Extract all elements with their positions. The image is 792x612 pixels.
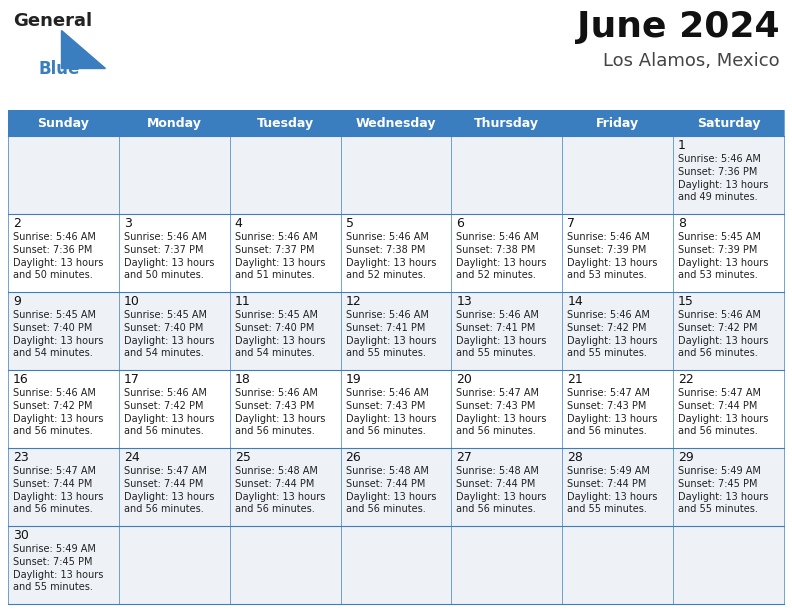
Text: 22: 22	[678, 373, 694, 386]
Text: Sunrise: 5:47 AM
Sunset: 7:43 PM
Daylight: 13 hours
and 56 minutes.: Sunrise: 5:47 AM Sunset: 7:43 PM Dayligh…	[567, 388, 657, 436]
Text: 18: 18	[234, 373, 250, 386]
Text: 1: 1	[678, 139, 686, 152]
Text: Sunrise: 5:49 AM
Sunset: 7:45 PM
Daylight: 13 hours
and 55 minutes.: Sunrise: 5:49 AM Sunset: 7:45 PM Dayligh…	[678, 466, 768, 515]
Text: Sunrise: 5:48 AM
Sunset: 7:44 PM
Daylight: 13 hours
and 56 minutes.: Sunrise: 5:48 AM Sunset: 7:44 PM Dayligh…	[234, 466, 325, 515]
Text: June 2024: June 2024	[577, 10, 780, 44]
Text: Blue: Blue	[38, 60, 79, 78]
Text: 16: 16	[13, 373, 29, 386]
Text: Saturday: Saturday	[697, 116, 760, 130]
Text: Sunrise: 5:46 AM
Sunset: 7:42 PM
Daylight: 13 hours
and 55 minutes.: Sunrise: 5:46 AM Sunset: 7:42 PM Dayligh…	[567, 310, 657, 359]
Text: Sunrise: 5:48 AM
Sunset: 7:44 PM
Daylight: 13 hours
and 56 minutes.: Sunrise: 5:48 AM Sunset: 7:44 PM Dayligh…	[456, 466, 546, 515]
Text: 4: 4	[234, 217, 242, 230]
Text: Sunrise: 5:47 AM
Sunset: 7:44 PM
Daylight: 13 hours
and 56 minutes.: Sunrise: 5:47 AM Sunset: 7:44 PM Dayligh…	[124, 466, 214, 515]
Text: 28: 28	[567, 451, 583, 464]
Text: 20: 20	[456, 373, 472, 386]
Bar	[8, 292, 784, 370]
Text: 27: 27	[456, 451, 472, 464]
Text: Sunrise: 5:47 AM
Sunset: 7:43 PM
Daylight: 13 hours
and 56 minutes.: Sunrise: 5:47 AM Sunset: 7:43 PM Dayligh…	[456, 388, 546, 436]
Text: 3: 3	[124, 217, 131, 230]
Text: Sunrise: 5:46 AM
Sunset: 7:42 PM
Daylight: 13 hours
and 56 minutes.: Sunrise: 5:46 AM Sunset: 7:42 PM Dayligh…	[678, 310, 768, 359]
Text: Sunrise: 5:48 AM
Sunset: 7:44 PM
Daylight: 13 hours
and 56 minutes.: Sunrise: 5:48 AM Sunset: 7:44 PM Dayligh…	[345, 466, 436, 515]
Bar	[562, 110, 673, 136]
Text: Sunrise: 5:47 AM
Sunset: 7:44 PM
Daylight: 13 hours
and 56 minutes.: Sunrise: 5:47 AM Sunset: 7:44 PM Dayligh…	[678, 388, 768, 436]
Text: Monday: Monday	[147, 116, 202, 130]
Text: 19: 19	[345, 373, 361, 386]
Text: 5: 5	[345, 217, 353, 230]
Text: Sunrise: 5:46 AM
Sunset: 7:43 PM
Daylight: 13 hours
and 56 minutes.: Sunrise: 5:46 AM Sunset: 7:43 PM Dayligh…	[345, 388, 436, 436]
Text: Sunrise: 5:46 AM
Sunset: 7:37 PM
Daylight: 13 hours
and 50 minutes.: Sunrise: 5:46 AM Sunset: 7:37 PM Dayligh…	[124, 232, 214, 280]
Text: Sunrise: 5:49 AM
Sunset: 7:45 PM
Daylight: 13 hours
and 55 minutes.: Sunrise: 5:49 AM Sunset: 7:45 PM Dayligh…	[13, 544, 104, 592]
Text: Sunrise: 5:45 AM
Sunset: 7:40 PM
Daylight: 13 hours
and 54 minutes.: Sunrise: 5:45 AM Sunset: 7:40 PM Dayligh…	[124, 310, 214, 359]
Text: Sunrise: 5:45 AM
Sunset: 7:40 PM
Daylight: 13 hours
and 54 minutes.: Sunrise: 5:45 AM Sunset: 7:40 PM Dayligh…	[13, 310, 104, 359]
Text: 23: 23	[13, 451, 29, 464]
Text: 9: 9	[13, 295, 21, 308]
Text: Sunrise: 5:49 AM
Sunset: 7:44 PM
Daylight: 13 hours
and 55 minutes.: Sunrise: 5:49 AM Sunset: 7:44 PM Dayligh…	[567, 466, 657, 515]
Bar	[8, 448, 784, 526]
Text: 21: 21	[567, 373, 583, 386]
Text: 8: 8	[678, 217, 686, 230]
Text: Thursday: Thursday	[474, 116, 539, 130]
Text: 30: 30	[13, 529, 29, 542]
Bar	[673, 110, 784, 136]
Text: 24: 24	[124, 451, 139, 464]
Text: Sunday: Sunday	[37, 116, 89, 130]
Text: Sunrise: 5:46 AM
Sunset: 7:43 PM
Daylight: 13 hours
and 56 minutes.: Sunrise: 5:46 AM Sunset: 7:43 PM Dayligh…	[234, 388, 325, 436]
Text: Wednesday: Wednesday	[356, 116, 436, 130]
Bar	[8, 370, 784, 448]
Text: Sunrise: 5:46 AM
Sunset: 7:38 PM
Daylight: 13 hours
and 52 minutes.: Sunrise: 5:46 AM Sunset: 7:38 PM Dayligh…	[345, 232, 436, 280]
Bar	[8, 214, 784, 292]
Text: Sunrise: 5:46 AM
Sunset: 7:42 PM
Daylight: 13 hours
and 56 minutes.: Sunrise: 5:46 AM Sunset: 7:42 PM Dayligh…	[124, 388, 214, 436]
Text: General: General	[13, 12, 92, 30]
Text: 25: 25	[234, 451, 250, 464]
Text: 14: 14	[567, 295, 583, 308]
Text: 15: 15	[678, 295, 694, 308]
Bar	[230, 110, 341, 136]
Text: 11: 11	[234, 295, 250, 308]
Text: Sunrise: 5:46 AM
Sunset: 7:39 PM
Daylight: 13 hours
and 53 minutes.: Sunrise: 5:46 AM Sunset: 7:39 PM Dayligh…	[567, 232, 657, 280]
Text: Sunrise: 5:46 AM
Sunset: 7:41 PM
Daylight: 13 hours
and 55 minutes.: Sunrise: 5:46 AM Sunset: 7:41 PM Dayligh…	[456, 310, 546, 359]
Text: Sunrise: 5:45 AM
Sunset: 7:40 PM
Daylight: 13 hours
and 54 minutes.: Sunrise: 5:45 AM Sunset: 7:40 PM Dayligh…	[234, 310, 325, 359]
Polygon shape	[61, 30, 105, 68]
Text: 7: 7	[567, 217, 575, 230]
Text: Sunrise: 5:46 AM
Sunset: 7:37 PM
Daylight: 13 hours
and 51 minutes.: Sunrise: 5:46 AM Sunset: 7:37 PM Dayligh…	[234, 232, 325, 280]
Text: 2: 2	[13, 217, 21, 230]
Bar	[8, 526, 784, 604]
Text: Sunrise: 5:46 AM
Sunset: 7:42 PM
Daylight: 13 hours
and 56 minutes.: Sunrise: 5:46 AM Sunset: 7:42 PM Dayligh…	[13, 388, 104, 436]
Text: Sunrise: 5:45 AM
Sunset: 7:39 PM
Daylight: 13 hours
and 53 minutes.: Sunrise: 5:45 AM Sunset: 7:39 PM Dayligh…	[678, 232, 768, 280]
Text: Friday: Friday	[596, 116, 639, 130]
Bar	[341, 110, 451, 136]
Text: 17: 17	[124, 373, 139, 386]
Text: Sunrise: 5:46 AM
Sunset: 7:36 PM
Daylight: 13 hours
and 50 minutes.: Sunrise: 5:46 AM Sunset: 7:36 PM Dayligh…	[13, 232, 104, 280]
Text: Sunrise: 5:46 AM
Sunset: 7:41 PM
Daylight: 13 hours
and 55 minutes.: Sunrise: 5:46 AM Sunset: 7:41 PM Dayligh…	[345, 310, 436, 359]
Text: 6: 6	[456, 217, 464, 230]
Text: 13: 13	[456, 295, 472, 308]
Bar	[119, 110, 230, 136]
Text: 29: 29	[678, 451, 694, 464]
Text: 12: 12	[345, 295, 361, 308]
Text: Sunrise: 5:46 AM
Sunset: 7:36 PM
Daylight: 13 hours
and 49 minutes.: Sunrise: 5:46 AM Sunset: 7:36 PM Dayligh…	[678, 154, 768, 203]
Text: 26: 26	[345, 451, 361, 464]
Text: 10: 10	[124, 295, 139, 308]
Text: Los Alamos, Mexico: Los Alamos, Mexico	[604, 52, 780, 70]
Text: Sunrise: 5:47 AM
Sunset: 7:44 PM
Daylight: 13 hours
and 56 minutes.: Sunrise: 5:47 AM Sunset: 7:44 PM Dayligh…	[13, 466, 104, 515]
Text: Tuesday: Tuesday	[257, 116, 314, 130]
Bar	[8, 110, 119, 136]
Bar	[8, 136, 784, 214]
Bar	[451, 110, 562, 136]
Text: Sunrise: 5:46 AM
Sunset: 7:38 PM
Daylight: 13 hours
and 52 minutes.: Sunrise: 5:46 AM Sunset: 7:38 PM Dayligh…	[456, 232, 546, 280]
